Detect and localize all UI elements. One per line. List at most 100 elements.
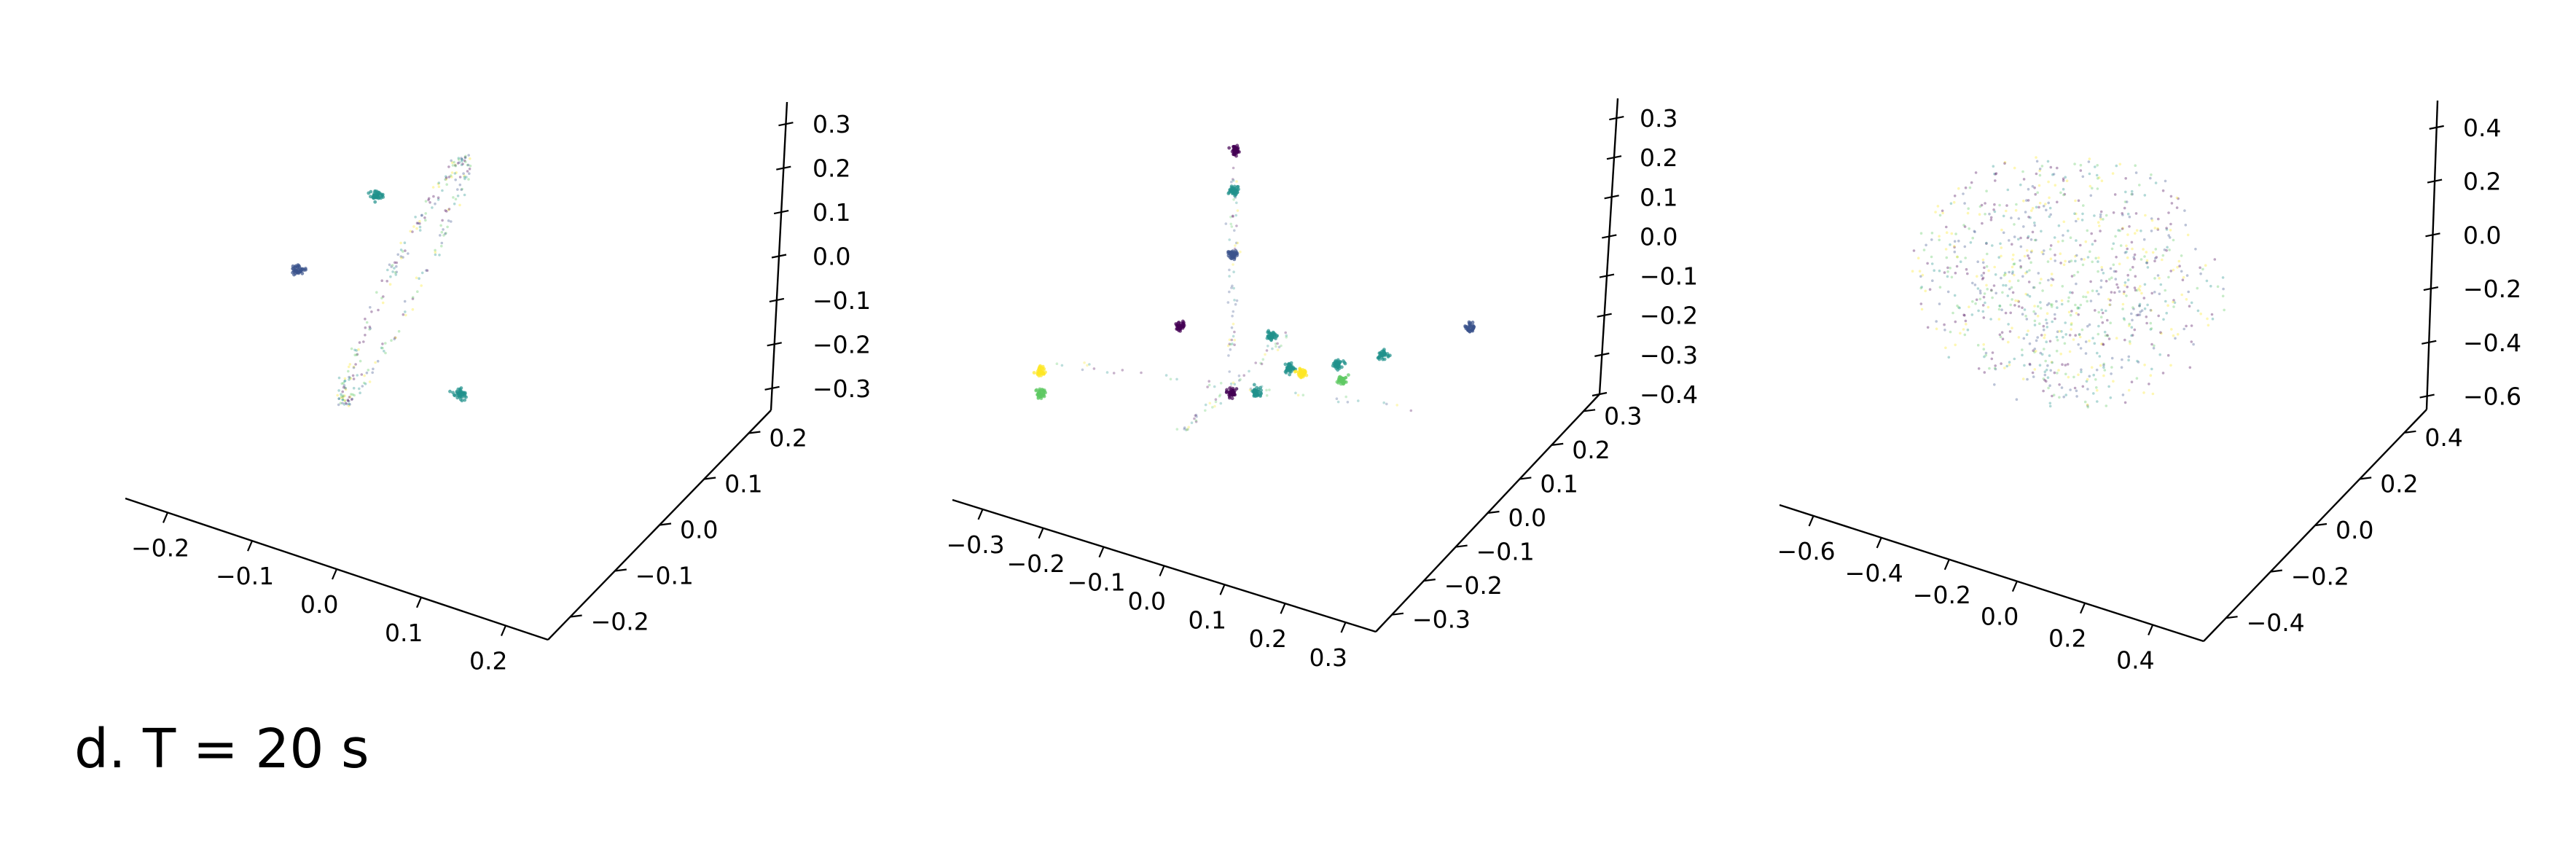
data-point bbox=[2017, 300, 2021, 303]
data-point bbox=[1231, 314, 1234, 318]
data-point bbox=[2035, 156, 2037, 159]
data-point bbox=[2097, 256, 2100, 259]
data-point bbox=[2117, 229, 2120, 232]
data-point bbox=[2003, 162, 2006, 165]
data-point bbox=[2086, 299, 2088, 303]
data-point bbox=[2177, 197, 2180, 200]
z-tick-label: −0.1 bbox=[813, 286, 871, 315]
data-point bbox=[2094, 239, 2097, 243]
data-point bbox=[399, 256, 403, 259]
data-point bbox=[1955, 265, 1959, 268]
data-point bbox=[1382, 401, 1385, 404]
x-tick-mark bbox=[331, 568, 338, 580]
data-point bbox=[2048, 196, 2051, 200]
data-point bbox=[2032, 286, 2035, 289]
data-point bbox=[420, 214, 423, 217]
data-point bbox=[2038, 201, 2042, 205]
data-point bbox=[2106, 334, 2109, 337]
data-point bbox=[2034, 192, 2037, 196]
data-point bbox=[2024, 292, 2027, 296]
data-point bbox=[2011, 291, 2015, 294]
data-point bbox=[1276, 348, 1280, 352]
data-point bbox=[2149, 374, 2153, 377]
data-point bbox=[1239, 378, 1242, 381]
data-point bbox=[348, 395, 352, 399]
z-tick-label: 0.3 bbox=[1640, 104, 1677, 133]
z-tick-mark bbox=[1606, 155, 1622, 160]
data-point bbox=[2000, 254, 2003, 258]
data-point bbox=[2099, 218, 2102, 221]
data-point bbox=[2027, 254, 2029, 257]
data-point bbox=[1963, 314, 1966, 317]
z-tick-label: 0.2 bbox=[2463, 168, 2501, 196]
data-point bbox=[2060, 386, 2064, 389]
data-point bbox=[1985, 242, 1988, 246]
data-point bbox=[346, 399, 350, 402]
data-point bbox=[2155, 256, 2158, 259]
data-point bbox=[1229, 342, 1232, 346]
data-point bbox=[1213, 404, 1216, 408]
data-point bbox=[2121, 308, 2124, 310]
data-point bbox=[1233, 187, 1237, 192]
data-point bbox=[1256, 387, 1261, 391]
data-point bbox=[1235, 299, 1239, 302]
data-point bbox=[446, 225, 449, 229]
data-point bbox=[347, 369, 350, 373]
data-point bbox=[2123, 200, 2127, 203]
data-point bbox=[2138, 184, 2141, 187]
data-point bbox=[2113, 193, 2117, 196]
data-point bbox=[463, 156, 467, 160]
z-tick-mark bbox=[764, 385, 780, 391]
data-point bbox=[2080, 257, 2083, 261]
z-tick-mark bbox=[2419, 393, 2435, 399]
data-point bbox=[375, 192, 379, 196]
y-tick-label: −0.2 bbox=[1444, 571, 1503, 600]
data-point bbox=[1229, 222, 1232, 226]
data-point bbox=[2024, 272, 2027, 275]
data-point bbox=[357, 348, 360, 351]
z-tick-label: 0.4 bbox=[2463, 114, 2501, 142]
data-point bbox=[2027, 187, 2030, 191]
data-point bbox=[1233, 299, 1236, 302]
y-tick-label: 0.2 bbox=[1572, 436, 1610, 464]
data-point bbox=[455, 389, 459, 393]
data-point bbox=[424, 219, 427, 222]
data-point bbox=[1287, 362, 1291, 367]
y-tick-label: −0.2 bbox=[591, 608, 649, 636]
x-tick-label: −0.3 bbox=[947, 530, 1005, 559]
data-point bbox=[2008, 239, 2011, 242]
data-point bbox=[450, 220, 453, 223]
data-point bbox=[2044, 359, 2047, 363]
data-point bbox=[2008, 280, 2011, 283]
data-point bbox=[2072, 375, 2075, 379]
data-point bbox=[2139, 285, 2142, 288]
data-point bbox=[2084, 340, 2088, 343]
data-point bbox=[2033, 350, 2036, 354]
data-point bbox=[2106, 318, 2109, 322]
data-point bbox=[343, 377, 347, 380]
data-point bbox=[1936, 205, 1940, 208]
data-point bbox=[2088, 323, 2091, 326]
data-point bbox=[1227, 146, 1232, 150]
data-point bbox=[1235, 201, 1238, 205]
data-point bbox=[1970, 181, 1973, 184]
data-point bbox=[444, 178, 447, 181]
data-point bbox=[1978, 289, 1982, 292]
x-tick-mark bbox=[162, 512, 169, 523]
data-point bbox=[1924, 289, 1927, 293]
data-point bbox=[384, 342, 387, 345]
data-point bbox=[1973, 230, 1976, 234]
data-point bbox=[1982, 343, 1985, 346]
data-point bbox=[2126, 247, 2129, 251]
data-point bbox=[348, 396, 351, 399]
data-point bbox=[1232, 322, 1235, 326]
data-point bbox=[369, 306, 372, 309]
data-point bbox=[2031, 207, 2035, 210]
data-point bbox=[1917, 256, 1920, 260]
data-point bbox=[363, 374, 366, 377]
data-point bbox=[2089, 299, 2093, 302]
y-tick-mark bbox=[2270, 569, 2282, 573]
z-tick-label: 0.3 bbox=[813, 110, 850, 138]
data-point bbox=[1055, 362, 1059, 366]
z-tick-mark bbox=[771, 254, 787, 259]
